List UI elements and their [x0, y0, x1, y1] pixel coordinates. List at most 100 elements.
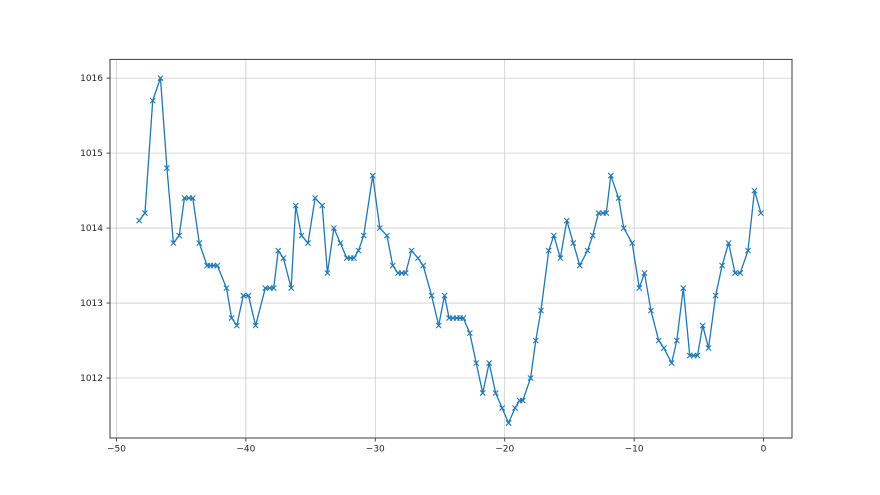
data-point-marker: [408, 247, 415, 254]
data-point-marker: [668, 360, 675, 366]
data-point-marker: [210, 262, 217, 269]
data-point-marker: [499, 405, 505, 411]
data-point-marker: [758, 210, 764, 216]
data-point-marker: [233, 322, 240, 329]
data-point-marker: [719, 262, 725, 269]
data-point-marker: [551, 232, 557, 239]
data-point-marker: [435, 322, 442, 329]
data-point-marker: [737, 270, 744, 276]
y-tick-label: 1013: [80, 299, 103, 309]
data-point-marker: [245, 292, 252, 299]
x-tick-label: −20: [495, 445, 514, 455]
x-tick-label: −40: [236, 445, 255, 455]
data-point-marker: [446, 315, 452, 321]
data-point-marker: [607, 172, 614, 179]
data-point-marker: [136, 217, 142, 224]
data-point-marker: [712, 292, 719, 299]
data-point-marker: [288, 285, 295, 291]
data-point-marker: [228, 315, 235, 321]
data-point-marker: [186, 195, 192, 201]
data-point-marker: [492, 390, 499, 396]
data-point-marker: [751, 187, 758, 194]
data-point-marker: [460, 315, 467, 321]
data-point-marker: [142, 210, 148, 216]
data-point-marker: [343, 255, 350, 261]
data-point-marker: [673, 337, 680, 344]
data-point-marker: [694, 352, 701, 359]
data-point-marker: [576, 262, 583, 269]
x-tick-label: 0: [761, 445, 767, 455]
data-point-marker: [466, 330, 473, 336]
x-tick-label: −50: [107, 445, 126, 455]
data-point-marker: [589, 232, 596, 239]
data-point-marker: [355, 247, 362, 254]
data-point-marker: [641, 270, 648, 276]
data-point-marker: [240, 292, 247, 299]
data-point-marker: [280, 255, 287, 261]
data-point-marker: [292, 202, 299, 209]
data-point-marker: [176, 232, 183, 239]
data-point-marker: [563, 217, 570, 224]
data-point-marker: [351, 255, 357, 261]
data-point-marker: [745, 247, 751, 254]
data-point-marker: [636, 285, 643, 291]
x-tick-label: −30: [366, 445, 385, 455]
data-point-marker: [595, 210, 602, 216]
data-point-marker: [270, 285, 277, 291]
data-point-marker: [532, 337, 539, 344]
data-point-marker: [648, 307, 654, 314]
data-point-marker: [420, 262, 427, 269]
data-point-marker: [395, 270, 401, 276]
data-point-marker: [629, 240, 636, 246]
data-point-marker: [620, 225, 627, 231]
data-point-marker: [570, 240, 577, 246]
data-point-marker: [331, 225, 337, 231]
data-point-marker: [441, 292, 448, 299]
data-point-marker: [398, 270, 405, 276]
data-point-marker: [181, 195, 188, 201]
data-point-marker: [369, 172, 376, 179]
data-point-marker: [189, 195, 196, 201]
data-point-marker: [705, 345, 712, 351]
data-point-marker: [324, 270, 331, 276]
data-point-marker: [538, 307, 544, 314]
data-point-marker: [661, 345, 667, 351]
data-point-marker: [275, 247, 282, 254]
data-point-marker: [680, 285, 687, 291]
data-point-marker: [262, 285, 269, 291]
data-point-marker: [557, 255, 564, 261]
data-point-marker: [266, 285, 273, 291]
data-point-marker: [473, 360, 480, 366]
data-point-marker: [479, 390, 486, 396]
data-point-marker: [732, 270, 738, 276]
data-point-marker: [164, 165, 170, 171]
data-point-marker: [170, 240, 177, 246]
data-point-marker: [584, 247, 591, 254]
data-point-marker: [223, 285, 230, 291]
data-point-marker: [402, 270, 409, 276]
data-point-marker: [298, 232, 305, 239]
y-tick-label: 1014: [80, 224, 103, 234]
y-tick-label: 1015: [80, 149, 103, 159]
data-point-marker: [655, 337, 662, 344]
data-point-marker: [686, 352, 693, 359]
data-point-marker: [305, 240, 311, 246]
data-point-marker: [384, 232, 390, 239]
data-point-marker: [450, 315, 456, 321]
data-point-marker: [486, 360, 493, 366]
data-point-marker: [149, 97, 156, 104]
series-line: [138, 77, 762, 424]
y-tick-label: 1012: [80, 374, 103, 384]
data-point-marker: [312, 195, 318, 201]
data-point-marker: [527, 375, 534, 381]
data-point-marker: [615, 195, 622, 201]
data-point-marker: [389, 262, 396, 269]
data-point-marker: [428, 292, 435, 299]
x-tick-label: −10: [625, 445, 644, 455]
data-point-marker: [214, 262, 221, 269]
data-point-marker: [337, 240, 344, 246]
data-point-marker: [376, 225, 383, 231]
data-point-marker: [603, 210, 610, 216]
